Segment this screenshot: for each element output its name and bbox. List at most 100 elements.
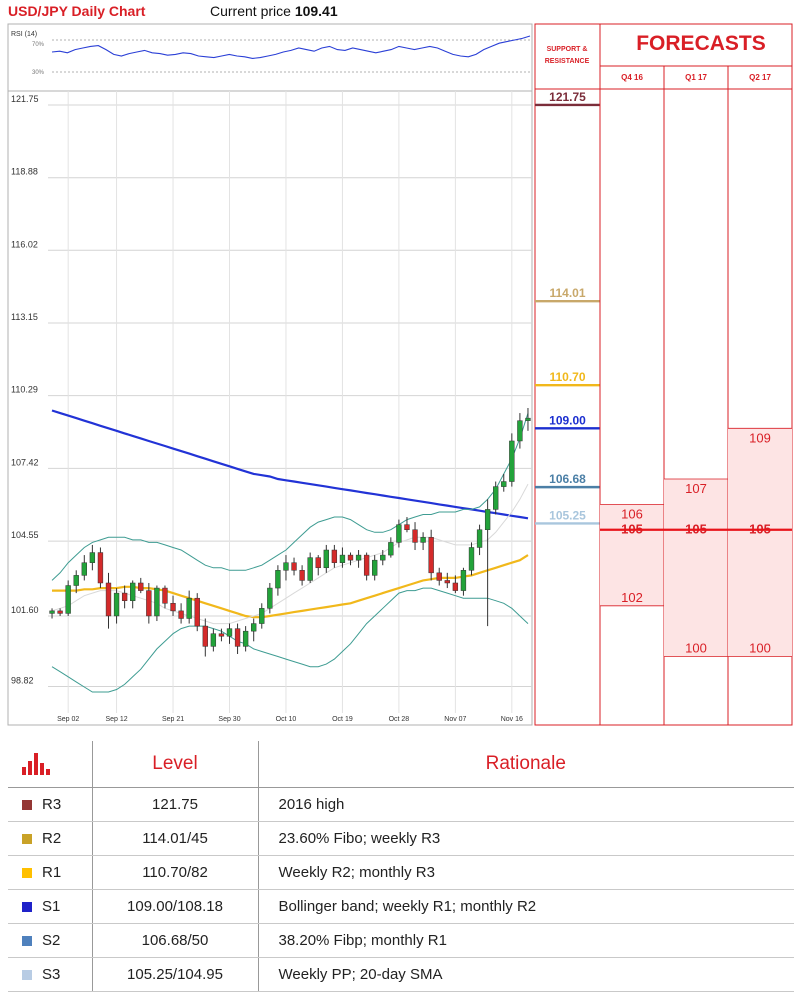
candle-body <box>138 582 144 591</box>
rsi-panel: RSI (14) 70% 30% <box>11 31 531 76</box>
candles <box>49 408 531 657</box>
candle-body <box>154 587 160 617</box>
rsi-lower-label: 30% <box>32 70 45 76</box>
forecast-column-header: Q1 17 <box>685 73 707 82</box>
y-tick-label: 98.82 <box>11 675 34 685</box>
y-tick-label: 116.02 <box>11 239 38 249</box>
candle-body <box>49 610 55 614</box>
candle-body <box>372 559 378 576</box>
candle-body <box>501 481 507 487</box>
level-value: 109.00/108.18 <box>92 889 259 924</box>
level-color-swatch <box>22 969 32 980</box>
forecast-column-header: Q2 17 <box>749 73 771 82</box>
series-200-day <box>51 409 529 520</box>
candle-body <box>339 554 346 563</box>
candle-body <box>355 554 362 561</box>
sr-level-label: 109.00 <box>549 413 586 427</box>
sr-level-label: 106.68 <box>549 472 586 486</box>
series-middle-band <box>51 483 529 625</box>
level-value: 106.68/50 <box>92 923 259 958</box>
candle-body <box>299 570 305 581</box>
candle-body <box>186 597 192 619</box>
level-value: 114.01/45 <box>92 821 259 856</box>
level-color-swatch <box>22 833 32 844</box>
candle-body <box>315 557 321 569</box>
sr-title-line1: SUPPORT & <box>546 46 588 53</box>
sr-title-line2: RESISTANCE <box>544 58 590 65</box>
forecast-range <box>600 504 664 606</box>
candle-body <box>412 529 418 543</box>
x-tick-label: Nov 07 <box>444 716 466 723</box>
level-name: R2 <box>42 829 62 847</box>
candle-body <box>267 587 273 609</box>
candle-body <box>420 537 426 543</box>
x-tick-label: Oct 28 <box>389 716 410 723</box>
level-color-swatch <box>22 867 32 878</box>
table-row: R2 114.01/45 23.60% Fibo; weekly R3 <box>8 821 794 856</box>
level-rationale: Bollinger band; weekly R1; monthly R2 <box>258 889 794 924</box>
candle-body <box>170 603 176 612</box>
candle-body <box>452 582 459 591</box>
forecast-frame <box>599 23 793 726</box>
x-tick-label: Oct 10 <box>276 716 297 723</box>
level-name: R3 <box>42 795 62 813</box>
table-row: S2 106.68/50 38.20% Fibp; monthly R1 <box>8 923 794 958</box>
forecast-value-label: 107 <box>685 481 707 496</box>
levels-table: Level Rationale R3 121.75 2016 high R2 114.0… <box>8 741 794 992</box>
x-tick-label: Sep 02 <box>57 716 79 723</box>
level-name-cell: S3 <box>8 957 93 992</box>
forecasts-title: FORECASTS <box>636 32 766 55</box>
forecast-value-label: 100 <box>685 641 707 656</box>
candle-body <box>428 537 434 574</box>
support-resistance-panel: 121.75 114.01 110.70 109.00 106.68 105.25 <box>534 23 601 726</box>
indicator-lines <box>51 409 529 693</box>
candle-body <box>162 587 168 604</box>
candle-body <box>81 562 87 576</box>
forecast-range <box>728 428 792 657</box>
level-name-cell: R3 <box>8 787 93 822</box>
table-row: S1 109.00/108.18 Bollinger band; weekly R1… <box>8 889 794 924</box>
level-name-cell: R2 <box>8 821 93 856</box>
candle-body <box>218 633 225 637</box>
candle-body <box>73 575 79 586</box>
candle-body <box>307 557 313 581</box>
price-grid: 121.75 118.88 116.02 113.15 110.29 107.42 104.… <box>11 91 532 723</box>
candle-body <box>146 590 152 617</box>
level-value: 110.70/82 <box>92 855 259 890</box>
forecast-range <box>664 479 728 657</box>
level-name-cell: S1 <box>8 889 93 924</box>
price-chart: RSI (14)70%30% 121.75118.88116.02113.151… <box>7 23 793 726</box>
rsi-frame <box>7 23 533 92</box>
candle-body <box>283 562 289 571</box>
level-color-swatch <box>22 799 32 810</box>
y-tick-label: 110.29 <box>11 385 38 395</box>
sr-level-label: 105.25 <box>549 508 586 522</box>
candle-body <box>396 524 402 543</box>
y-tick-label: 104.55 <box>11 530 39 540</box>
candle-body <box>89 552 96 563</box>
level-name: S2 <box>42 931 61 949</box>
series-upper-band <box>51 412 529 581</box>
level-rationale: 23.60% Fibo; weekly R3 <box>258 821 794 856</box>
forecast-value-label: 109 <box>749 430 771 445</box>
candle-body <box>493 486 499 510</box>
candle-body <box>388 542 394 556</box>
candle-body <box>347 554 354 561</box>
candle-body <box>202 625 208 647</box>
candle-body <box>436 572 442 581</box>
current-price: Current price 109.41 <box>210 3 338 19</box>
series-lower-band <box>51 587 529 693</box>
table-row: R1 110.70/82 Weekly R2; monthly R3 <box>8 855 794 890</box>
table-row: R3 121.75 2016 high <box>8 787 794 822</box>
level-name: S1 <box>42 897 61 915</box>
candle-body <box>363 554 370 576</box>
rsi-line <box>51 35 531 59</box>
x-tick-label: Sep 12 <box>105 716 127 723</box>
candle-body <box>113 592 120 617</box>
candle-body <box>65 585 71 614</box>
support-resistance-title: SUPPORT & RESISTANCE <box>536 44 598 68</box>
level-header: Level <box>92 741 259 788</box>
candle-body <box>178 610 184 619</box>
level-color-swatch <box>22 935 32 946</box>
candle-body <box>380 554 386 561</box>
